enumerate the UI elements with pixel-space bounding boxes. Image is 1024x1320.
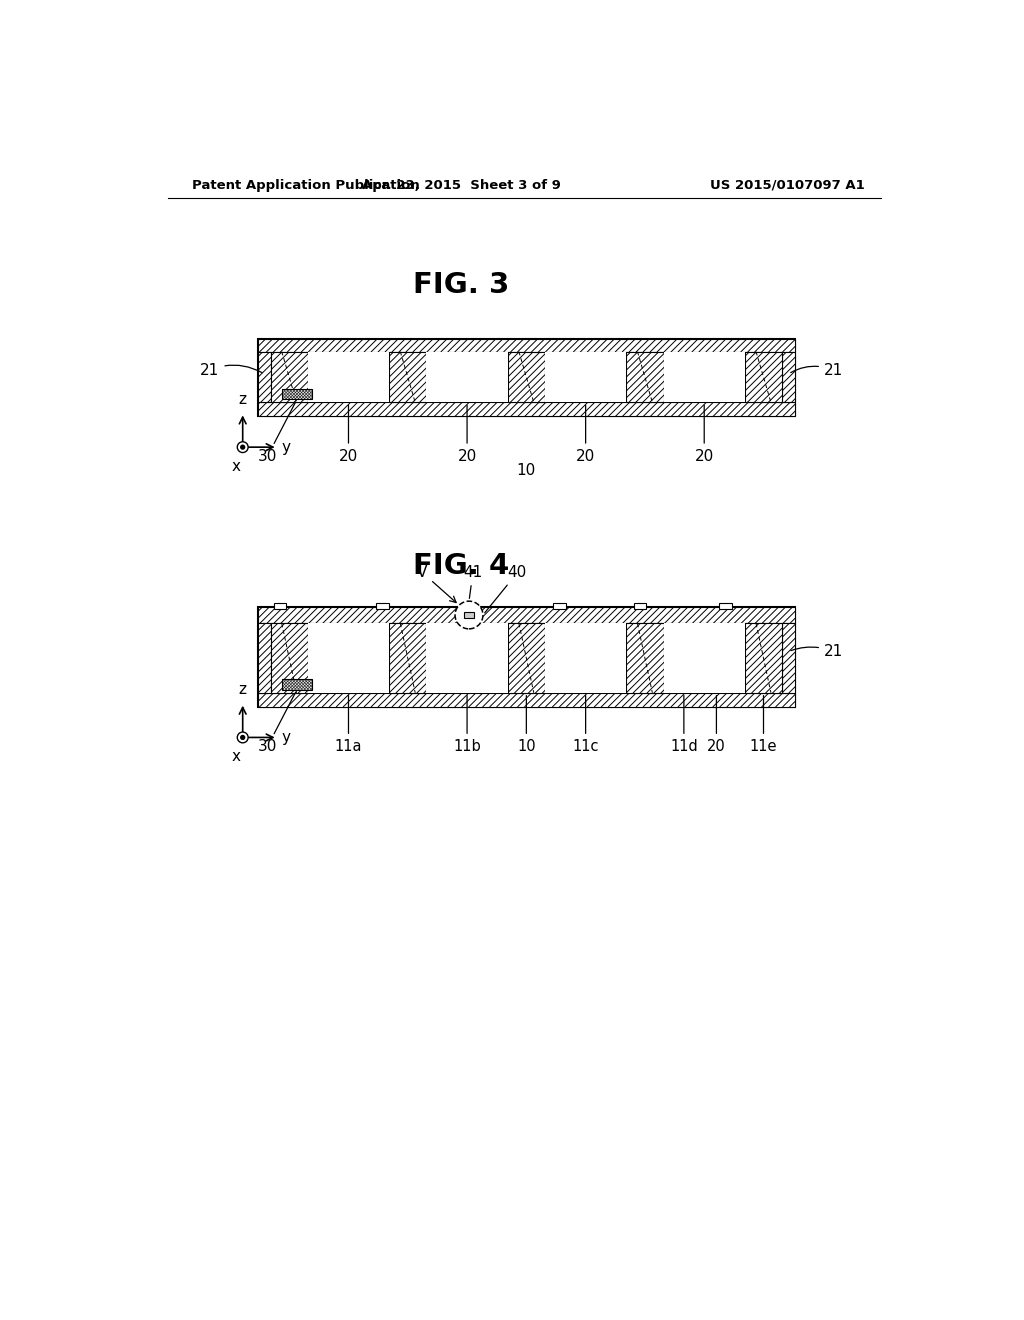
Text: z: z: [239, 682, 247, 697]
Text: 11a: 11a: [335, 696, 362, 754]
Text: 11b: 11b: [454, 696, 481, 754]
Text: 30: 30: [258, 401, 296, 463]
Bar: [508, 623, 545, 693]
Text: 20: 20: [694, 405, 714, 463]
Bar: [545, 351, 627, 403]
Bar: [258, 607, 795, 623]
Text: x: x: [232, 748, 241, 764]
Bar: [258, 403, 795, 416]
Text: FIG. 3: FIG. 3: [413, 272, 509, 300]
Text: Patent Application Publication: Patent Application Publication: [191, 178, 419, 191]
Bar: [627, 351, 664, 403]
Bar: [389, 351, 426, 403]
Bar: [744, 351, 782, 403]
Bar: [545, 623, 627, 693]
Text: x: x: [232, 459, 241, 474]
Bar: [553, 603, 565, 609]
Bar: [426, 351, 508, 403]
Text: 11d: 11d: [670, 696, 697, 754]
Bar: [508, 351, 545, 403]
Circle shape: [238, 733, 248, 743]
Text: V: V: [418, 565, 456, 602]
Bar: [283, 388, 311, 400]
Bar: [308, 623, 389, 693]
Bar: [273, 603, 286, 609]
Circle shape: [241, 445, 245, 449]
Bar: [258, 693, 795, 706]
Bar: [258, 339, 795, 351]
Text: 40: 40: [484, 565, 527, 612]
Bar: [283, 678, 311, 689]
Text: 21: 21: [791, 644, 843, 659]
Bar: [664, 351, 744, 403]
Text: 20: 20: [707, 696, 726, 754]
Text: z: z: [239, 392, 247, 407]
Bar: [270, 351, 308, 403]
Text: 10: 10: [517, 696, 536, 754]
Circle shape: [238, 442, 248, 453]
Text: 20: 20: [577, 405, 595, 463]
Circle shape: [241, 735, 245, 739]
Bar: [664, 623, 744, 693]
Text: 21: 21: [201, 363, 262, 378]
Text: 20: 20: [458, 405, 477, 463]
Bar: [426, 623, 508, 693]
Bar: [720, 603, 732, 609]
Text: 11c: 11c: [572, 696, 599, 754]
Text: y: y: [282, 440, 291, 454]
Bar: [627, 623, 664, 693]
Bar: [389, 623, 426, 693]
Text: US 2015/0107097 A1: US 2015/0107097 A1: [710, 178, 864, 191]
Text: 30: 30: [258, 692, 296, 754]
Bar: [308, 351, 389, 403]
Bar: [258, 623, 270, 693]
Text: 20: 20: [339, 405, 358, 463]
Bar: [258, 607, 795, 706]
Bar: [744, 623, 782, 693]
Bar: [462, 603, 474, 609]
Bar: [464, 612, 474, 618]
Bar: [782, 351, 795, 403]
Circle shape: [455, 601, 483, 628]
Bar: [270, 623, 308, 693]
Text: Apr. 23, 2015  Sheet 3 of 9: Apr. 23, 2015 Sheet 3 of 9: [361, 178, 561, 191]
Bar: [634, 603, 646, 609]
Text: FIG. 4: FIG. 4: [413, 553, 509, 581]
Text: 21: 21: [791, 363, 843, 378]
Text: 11e: 11e: [750, 696, 777, 754]
Text: 41: 41: [463, 565, 482, 598]
Bar: [258, 339, 795, 416]
Bar: [376, 603, 388, 609]
Text: y: y: [282, 730, 291, 744]
Bar: [258, 351, 270, 403]
Text: 10: 10: [517, 462, 536, 478]
Bar: [782, 623, 795, 693]
